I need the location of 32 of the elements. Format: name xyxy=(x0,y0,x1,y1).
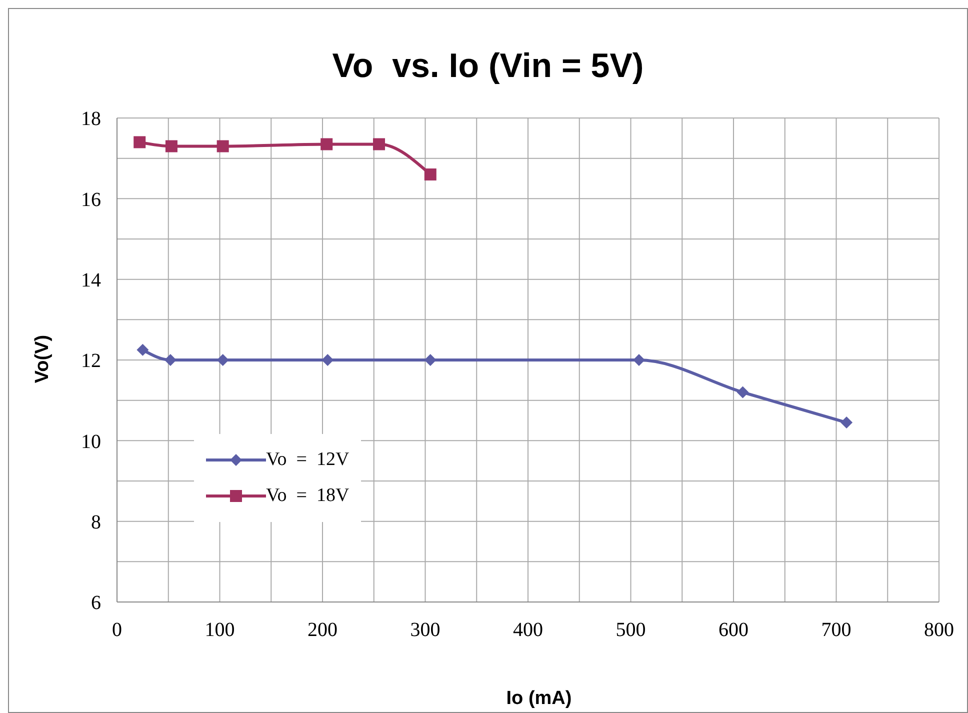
x-tick-label: 100 xyxy=(204,619,235,642)
x-tick-label: 700 xyxy=(821,619,852,642)
point xyxy=(736,386,749,398)
y-tick-label: 18 xyxy=(81,108,101,130)
x-tick-label: 0 xyxy=(112,619,122,642)
point xyxy=(320,138,333,150)
point xyxy=(373,138,386,150)
legend-label: Vo = 18V xyxy=(266,485,350,507)
y-tick-label: 6 xyxy=(91,592,101,614)
point xyxy=(134,136,146,148)
y-tick-label: 12 xyxy=(81,350,101,372)
x-tick-label: 200 xyxy=(308,619,338,642)
chart-title: Vo vs. Io (Vin = 5V) xyxy=(331,47,645,86)
point xyxy=(424,168,436,180)
x-tick-label: 500 xyxy=(616,619,646,642)
point xyxy=(216,140,229,152)
y-tick-label: 14 xyxy=(81,269,101,292)
y-tick-label: 10 xyxy=(81,430,101,453)
legend-label: Vo = 12V xyxy=(266,449,350,471)
point xyxy=(136,344,149,356)
point xyxy=(164,354,176,366)
x-tick-label: 600 xyxy=(718,619,748,642)
x-tick-label: 300 xyxy=(410,619,440,642)
y-tick-label: 16 xyxy=(81,188,101,211)
point xyxy=(216,354,229,366)
y-axis-title: Vo(V) xyxy=(32,334,54,384)
x-tick-label: 400 xyxy=(513,619,543,642)
x-axis-title: Io (mA) xyxy=(505,688,573,710)
y-tick-label: 8 xyxy=(91,511,101,534)
point xyxy=(840,416,853,429)
x-tick-label: 800 xyxy=(924,619,954,642)
point xyxy=(165,140,178,152)
